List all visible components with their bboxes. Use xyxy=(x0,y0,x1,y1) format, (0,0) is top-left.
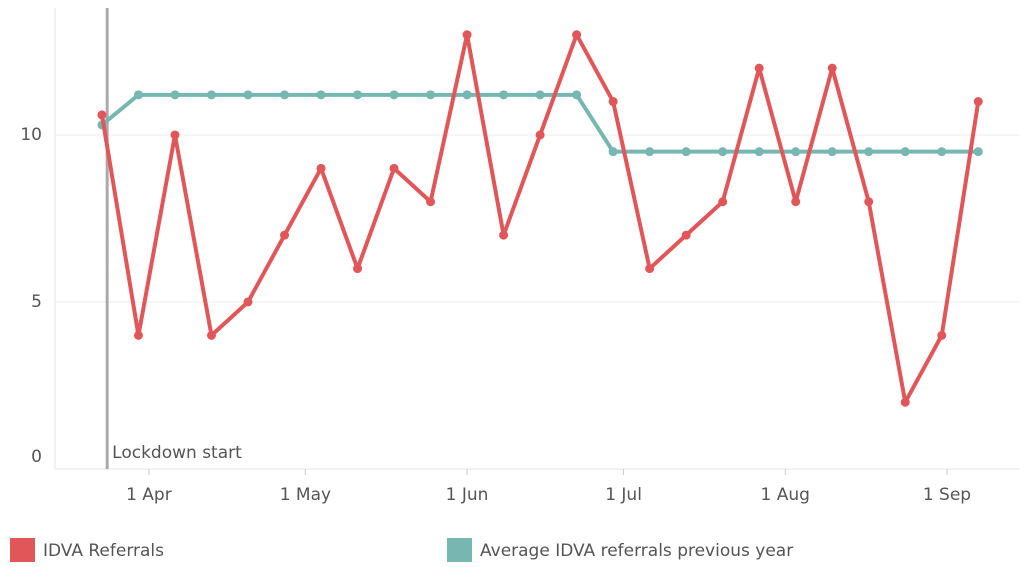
legend-label: IDVA Referrals xyxy=(43,541,164,561)
legend-swatch xyxy=(10,538,35,562)
point xyxy=(206,330,216,340)
point xyxy=(316,90,326,100)
point xyxy=(535,130,545,140)
point xyxy=(937,330,947,340)
point xyxy=(900,147,910,157)
point xyxy=(426,90,436,100)
point xyxy=(791,197,801,207)
reference-label: Lockdown start xyxy=(112,443,242,463)
point xyxy=(389,163,399,173)
point xyxy=(280,230,290,240)
point xyxy=(353,90,363,100)
point xyxy=(133,330,143,340)
y-tick-label: 0 xyxy=(31,447,42,467)
point xyxy=(572,90,582,100)
point xyxy=(718,147,728,157)
point xyxy=(827,63,837,73)
point xyxy=(462,90,472,100)
point xyxy=(499,90,509,100)
point xyxy=(827,147,837,157)
point xyxy=(353,264,363,274)
point xyxy=(900,397,910,407)
point xyxy=(280,90,290,100)
series-line xyxy=(99,32,981,405)
point xyxy=(243,90,253,100)
point xyxy=(937,147,947,157)
legend-swatch xyxy=(447,538,472,562)
x-tick-label: 1 Aug xyxy=(761,485,810,505)
point xyxy=(316,163,326,173)
point xyxy=(973,97,983,107)
point xyxy=(645,264,655,274)
x-tick-label: 1 Sep xyxy=(923,485,971,505)
x-tick-label: 1 Jul xyxy=(605,485,642,505)
point xyxy=(681,147,691,157)
point xyxy=(499,230,509,240)
y-tick-label: 5 xyxy=(31,292,42,312)
point xyxy=(206,90,216,100)
point xyxy=(718,197,728,207)
point xyxy=(645,147,655,157)
point xyxy=(535,90,545,100)
point xyxy=(389,90,399,100)
point xyxy=(608,147,618,157)
point xyxy=(462,30,472,40)
point xyxy=(754,63,764,73)
point xyxy=(97,110,107,120)
point xyxy=(973,147,983,157)
y-tick-label: 10 xyxy=(20,125,42,145)
point xyxy=(791,147,801,157)
x-tick-label: 1 Jun xyxy=(446,485,489,505)
point xyxy=(572,30,582,40)
point xyxy=(243,297,253,307)
point xyxy=(133,90,143,100)
legend-label: Average IDVA referrals previous year xyxy=(480,541,793,561)
x-tick-label: 1 May xyxy=(280,485,331,505)
point xyxy=(608,97,618,107)
point xyxy=(170,130,180,140)
point xyxy=(864,147,874,157)
point xyxy=(681,230,691,240)
point xyxy=(754,147,764,157)
point xyxy=(426,197,436,207)
point xyxy=(864,197,874,207)
point xyxy=(170,90,180,100)
x-tick-label: 1 Apr xyxy=(126,485,172,505)
